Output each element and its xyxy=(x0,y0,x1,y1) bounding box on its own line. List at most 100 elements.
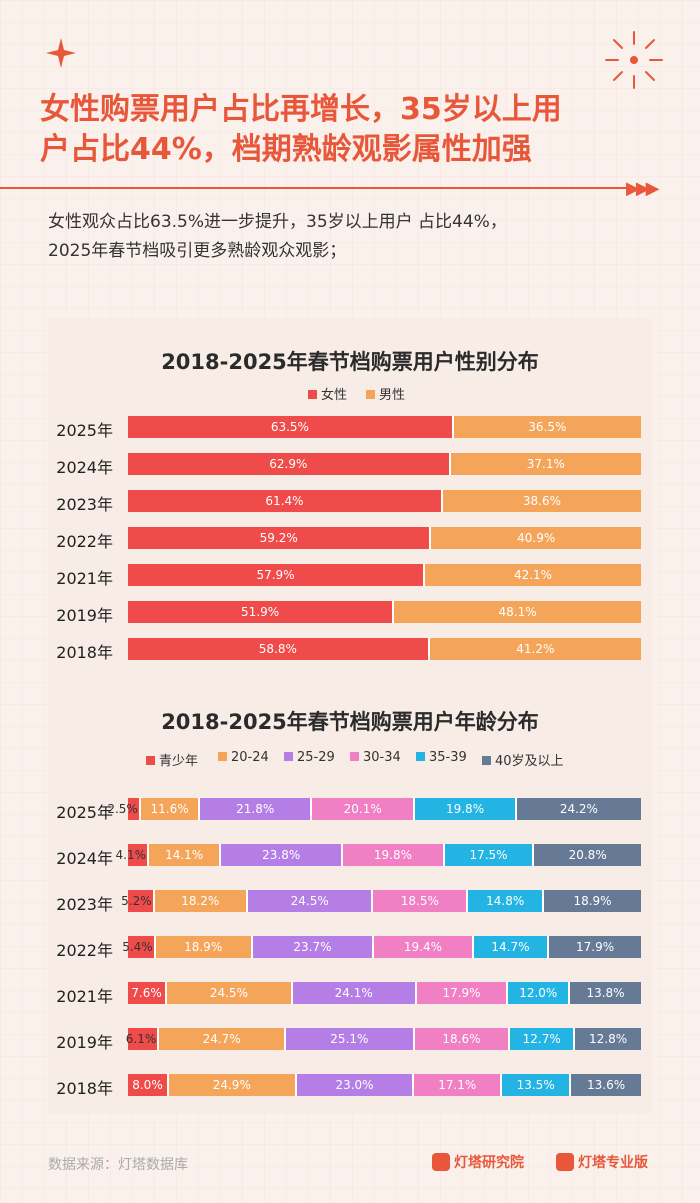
legend-female: 女性 xyxy=(308,384,347,403)
age-bar-segment: 14.8% xyxy=(468,890,545,912)
age-legend: 青少年 20-24 25-29 30-34 35-39 40岁及以上 xyxy=(0,750,700,769)
age-bar-segment: 6.1% xyxy=(125,1028,160,1050)
age-chart-title: 2018-2025年春节档购票用户年龄分布 xyxy=(161,710,539,734)
gender-bar-row: 63.5% 36.5% xyxy=(128,416,641,438)
age-data-label: 25.1% xyxy=(330,1032,369,1046)
title-divider xyxy=(0,187,630,189)
gender-bar-segment: 48.1% xyxy=(394,601,641,623)
legend-20-24-swatch xyxy=(218,752,227,761)
age-data-label: 12.7% xyxy=(522,1032,561,1046)
legend-20-24: 20-24 xyxy=(218,750,269,765)
age-data-label: 17.9% xyxy=(575,940,615,954)
age-data-label: 24.5% xyxy=(209,986,248,1000)
age-category-label: 2023年 xyxy=(56,895,113,914)
age-bar-row: 5.4% 18.9% 23.7% 19.4% 14.7% 17.9% xyxy=(122,936,641,958)
age-bar-segment: 17.1% xyxy=(414,1074,503,1096)
gender-category-label: 2025年 xyxy=(56,421,113,440)
legend-20-24-label: 20-24 xyxy=(231,750,269,765)
gender-category-label: 2019年 xyxy=(56,606,113,625)
gender-bar-segment: 37.1% xyxy=(450,453,641,475)
age-bar-segment: 12.8% xyxy=(575,1028,641,1050)
gender-chart-title: 2018-2025年春节档购票用户性别分布 xyxy=(161,350,539,374)
gender-data-label: 58.8% xyxy=(258,642,297,656)
age-category-label: 2025年 xyxy=(56,803,113,822)
age-data-label: 24.9% xyxy=(212,1078,251,1092)
age-data-label: 23.0% xyxy=(335,1078,374,1092)
gender-data-label: 41.2% xyxy=(516,642,555,656)
gender-category-label: 2018年 xyxy=(56,643,113,662)
legend-40-plus: 40岁及以上 xyxy=(482,750,564,769)
age-data-label: 23.8% xyxy=(262,848,301,862)
gender-data-label: 42.1% xyxy=(513,568,553,582)
age-data-label: 24.7% xyxy=(202,1032,241,1046)
gender-data-label: 38.6% xyxy=(522,494,562,508)
title-line-2: 户占比44%，档期熟龄观影属性加强 xyxy=(40,132,532,167)
age-bar-segment: 13.5% xyxy=(502,1074,572,1096)
age-data-label: 18.6% xyxy=(442,1032,481,1046)
age-bar-segment: 20.8% xyxy=(534,844,641,866)
legend-40-plus-label: 40岁及以上 xyxy=(495,754,564,769)
age-data-label: 2.5% xyxy=(107,802,138,816)
gender-bar-segment: 40.9% xyxy=(431,527,641,549)
age-bar-segment: 24.5% xyxy=(167,982,293,1004)
gender-data-label: 61.4% xyxy=(265,494,304,508)
age-bar-segment: 17.5% xyxy=(444,844,535,866)
gender-bar-segment: 42.1% xyxy=(425,564,641,586)
legend-30-34-swatch xyxy=(350,752,359,761)
age-data-label: 6.1% xyxy=(125,1032,157,1046)
age-data-label: 5.4% xyxy=(122,940,153,954)
age-bar-segment: 24.7% xyxy=(159,1028,286,1050)
gender-bar-row: 51.9% 48.1% xyxy=(128,601,641,623)
legend-male: 男性 xyxy=(366,384,405,403)
data-source: 数据来源：灯塔数据库 xyxy=(48,1157,188,1173)
age-data-label: 20.1% xyxy=(343,802,382,816)
age-bar-segment: 23.7% xyxy=(252,936,375,958)
age-data-label: 19.8% xyxy=(445,802,485,816)
age-bar-segment: 23.0% xyxy=(296,1074,415,1096)
age-data-label: 13.6% xyxy=(587,1078,626,1092)
age-bar-segment: 18.9% xyxy=(544,890,641,912)
title-line-1: 女性购票用户占比再增长，35岁以上用 xyxy=(40,92,562,127)
age-bar-segment: 8.0% xyxy=(128,1074,169,1096)
age-data-label: 17.1% xyxy=(438,1078,477,1092)
age-data-label: 18.5% xyxy=(400,894,439,908)
age-data-label: 5.2% xyxy=(121,894,152,908)
age-bar-segment: 24.1% xyxy=(292,982,417,1004)
sparkle-right-icon xyxy=(605,31,663,89)
age-bar-segment: 13.6% xyxy=(571,1074,641,1096)
age-bar-segment: 19.4% xyxy=(374,936,474,958)
gender-bar-segment: 41.2% xyxy=(429,638,641,660)
age-data-label: 19.4% xyxy=(403,940,443,954)
gender-data-label: 63.5% xyxy=(270,420,309,434)
subtitle-line-2: 2025年春节档吸引更多熟龄观众观影； xyxy=(48,241,347,261)
gender-category-label: 2021年 xyxy=(56,569,113,588)
age-data-label: 24.2% xyxy=(559,802,598,816)
gender-bar-row: 58.8% 41.2% xyxy=(128,638,641,660)
legend-teen: 青少年 xyxy=(146,750,198,769)
brand-research-label: 灯塔研究院 xyxy=(454,1155,524,1171)
age-data-label: 17.5% xyxy=(469,848,508,862)
gender-data-label: 40.9% xyxy=(517,531,556,545)
age-data-label: 18.9% xyxy=(184,940,223,954)
age-data-label: 14.7% xyxy=(491,940,530,954)
gender-legend: 女性 男性 xyxy=(0,384,700,403)
age-bar-segment: 19.8% xyxy=(343,844,445,866)
legend-male-swatch xyxy=(366,390,375,399)
age-bar-segment: 25.1% xyxy=(285,1028,415,1050)
age-category-label: 2021年 xyxy=(56,987,113,1006)
legend-teen-swatch xyxy=(146,756,155,765)
age-data-label: 20.8% xyxy=(568,848,607,862)
gender-category-label: 2022年 xyxy=(56,532,113,551)
age-data-label: 18.9% xyxy=(573,894,612,908)
age-data-label: 18.2% xyxy=(181,894,220,908)
subtitle: 女性观众占比63.5%进一步提升，35岁以上用户 占比44%， 2025年春节档… xyxy=(48,208,678,266)
age-data-label: 21.8% xyxy=(236,802,275,816)
age-data-label: 14.1% xyxy=(165,848,204,862)
age-bar-segment: 18.2% xyxy=(154,890,248,912)
age-data-label: 8.0% xyxy=(132,1078,163,1092)
age-bar-segment: 17.9% xyxy=(549,936,641,958)
age-data-label: 24.5% xyxy=(290,894,329,908)
chart-panel xyxy=(48,318,652,1114)
age-bar-segment: 7.6% xyxy=(128,982,168,1004)
age-data-label: 13.8% xyxy=(586,986,625,1000)
